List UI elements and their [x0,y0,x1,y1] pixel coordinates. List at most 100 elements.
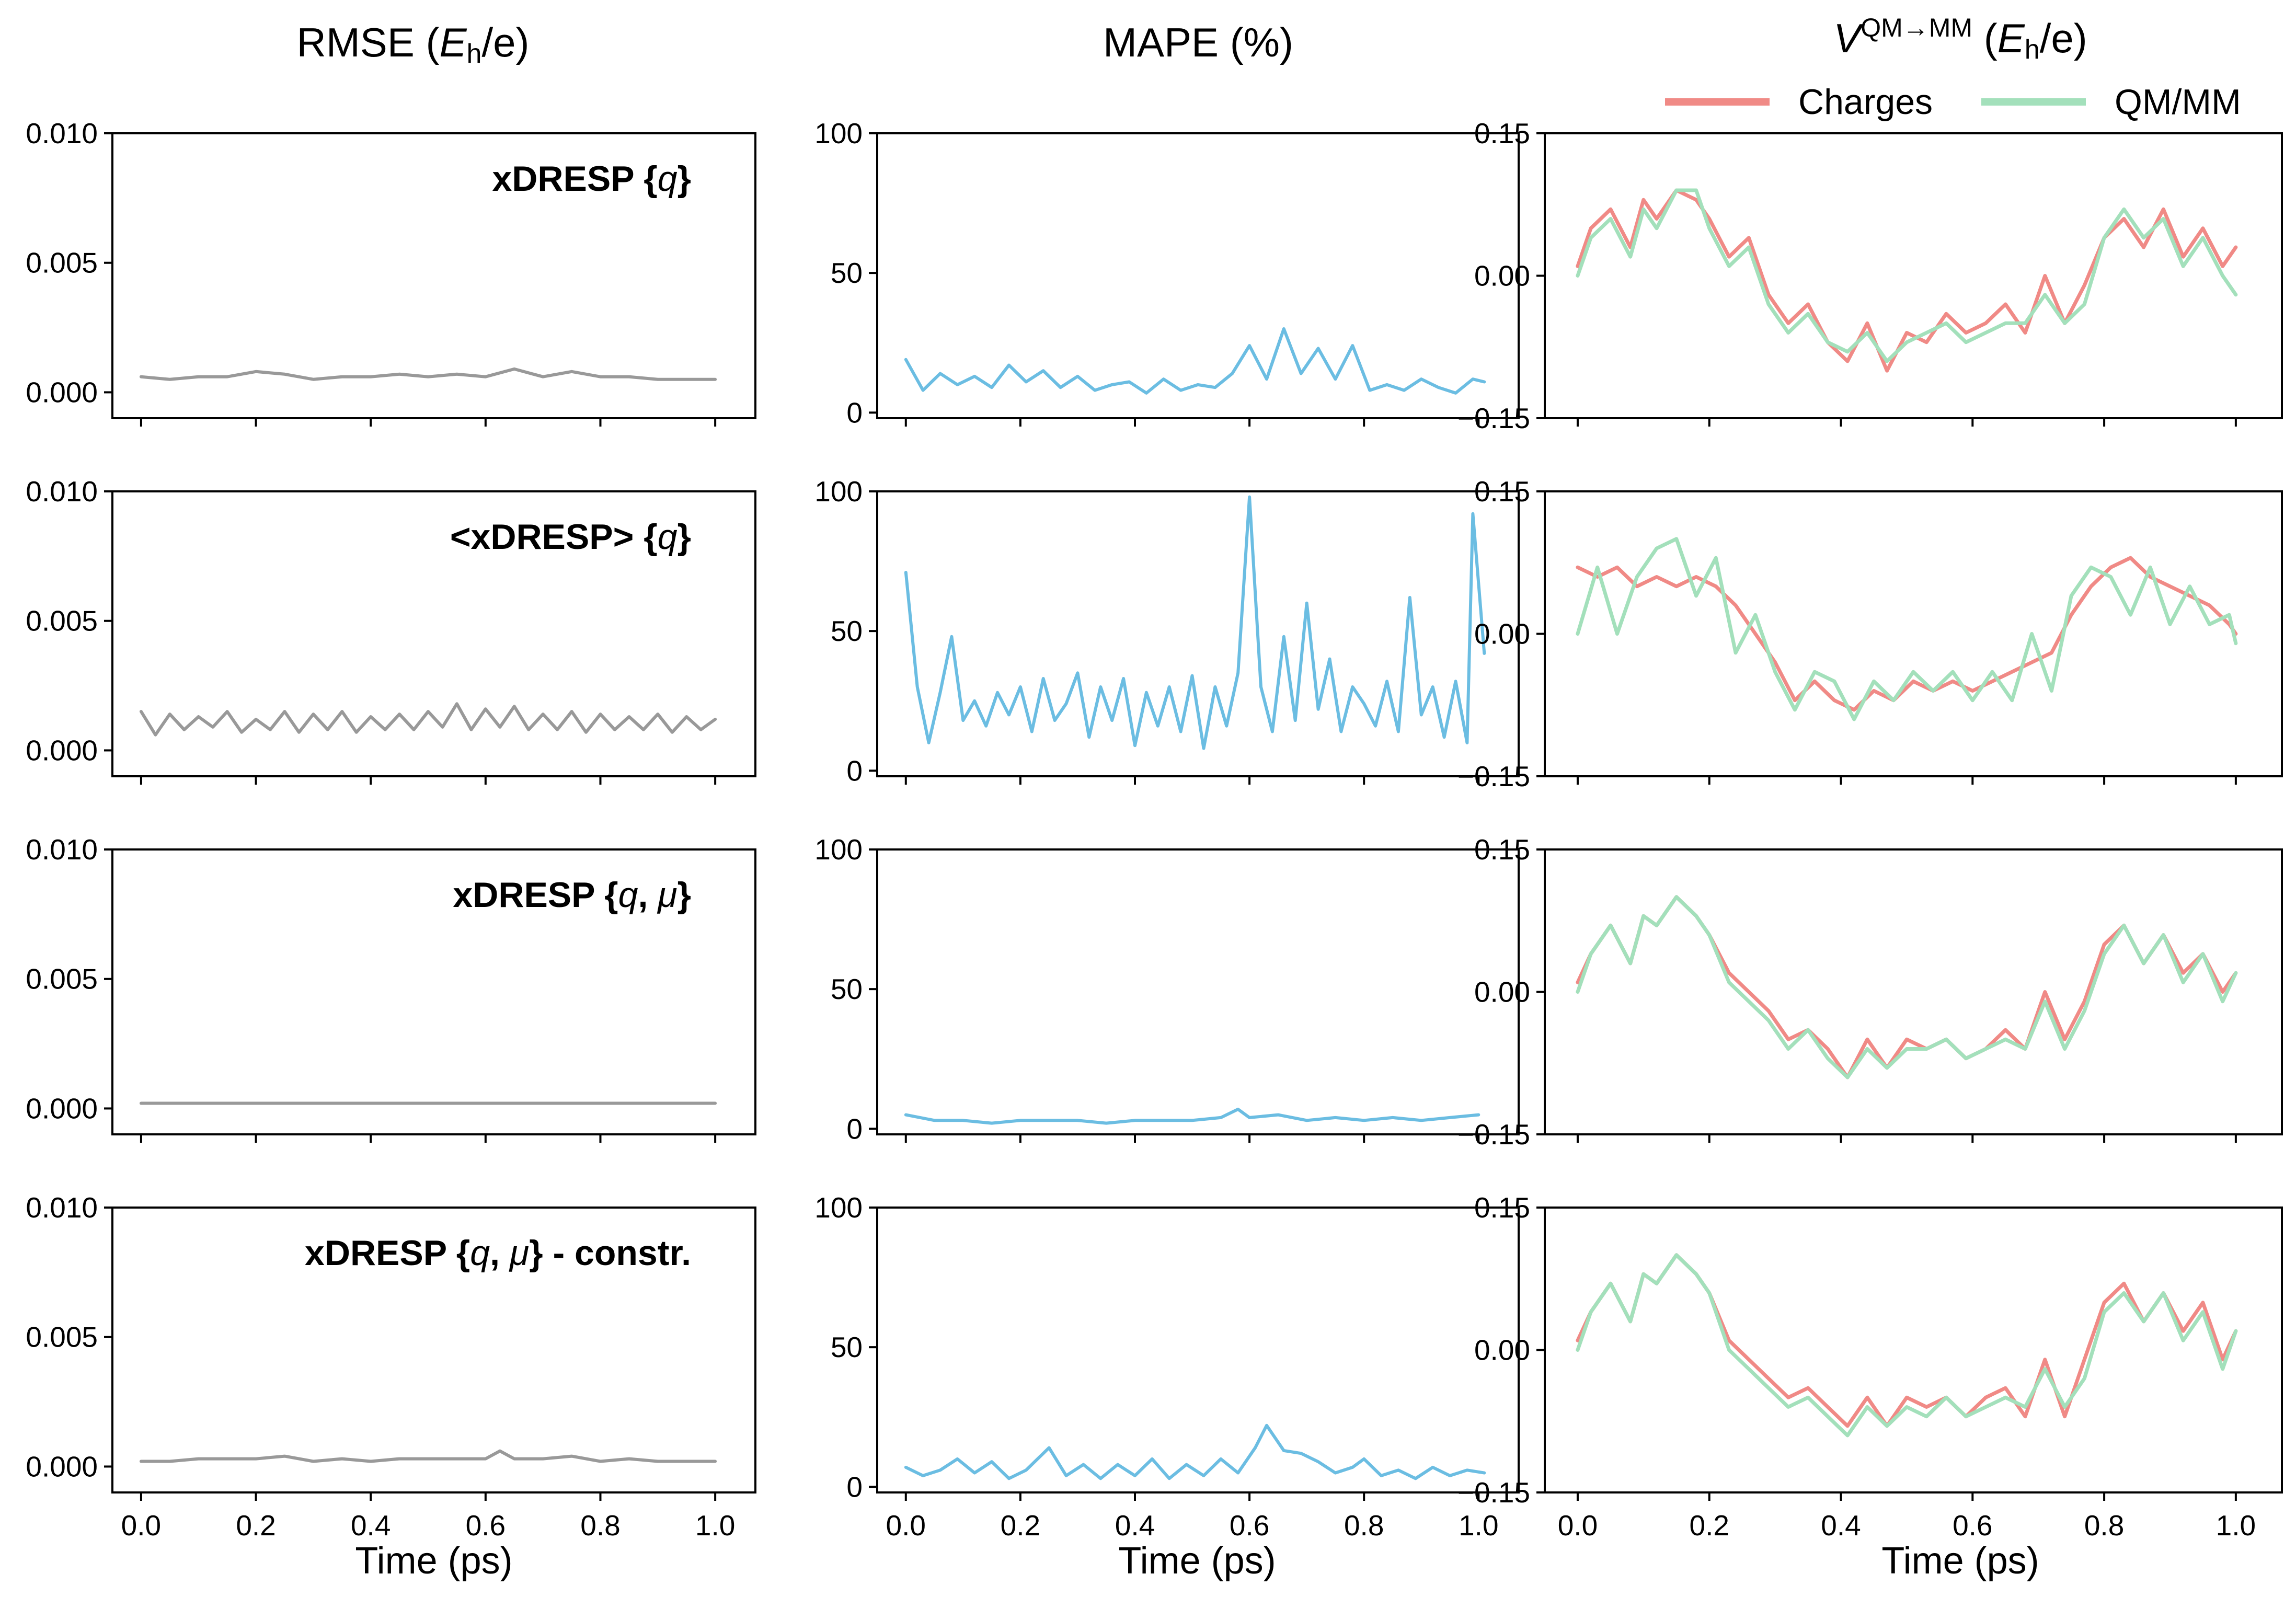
axes-frame [1544,1207,2283,1493]
y-tick-label: 0.00 [1474,1334,1530,1366]
axes-frame [876,132,1520,419]
x-axis-label-mape: Time (ps) [1118,1540,1276,1582]
panels: 0.0000.0050.010050100−0.150.000.150.0000… [26,117,2283,1542]
panel-mape-row-2: 0 50 100 [814,475,1520,787]
y-tick-label: 100 [814,117,863,150]
x-tick-label: 1.0 [695,1509,735,1542]
column-title-mape: MAPE (%) [1103,19,1293,65]
x-axis-label-v: Time (ps) [1881,1540,2039,1582]
y-tick-label: 100 [814,833,863,866]
y-tick-label: 0.010 [26,1191,98,1224]
row-label-3: xDRESP {q, μ} [453,875,691,915]
y-tick-label: 0 [846,1112,863,1145]
series-line-qm-mm [1576,895,2238,1079]
panel-rmse-row-4: 0.000 0.005 0.010 0.0 0.2 0.4 0.6 0.8 1.0 [26,1191,756,1542]
y-tick-label: 50 [831,1331,863,1363]
axes-frame [876,490,1520,777]
y-tick-label: 0.00 [1474,976,1530,1008]
row-label-4: xDRESP {q, μ} - constr. [305,1233,691,1273]
row-label-1: xDRESP {q} [492,159,691,199]
legend: Charges QM/MM [1665,82,2241,122]
y-tick-label: 50 [831,615,863,647]
x-tick-label: 0.8 [2084,1509,2124,1542]
series-line-charges [1576,556,2238,712]
panel-v-row-4: −0.15 0.00 0.15 0.0 0.2 0.4 0.6 0.8 1.0 [1457,1191,2283,1542]
x-tick-label: 0.8 [580,1509,620,1542]
axes-frame [1544,490,2283,777]
panel-v-row-2: −0.15 0.00 0.15 [1457,475,2283,792]
x-tick-label: 0.4 [1115,1509,1155,1542]
y-tick-label: −0.15 [1457,1118,1530,1151]
y-tick-label: 0.00 [1474,260,1530,292]
x-tick-label: 0.6 [1953,1509,1992,1542]
panel-v-row-3: −0.15 0.00 0.15 [1457,833,2283,1151]
legend-label-qmmm: QM/MM [2115,82,2241,122]
panel-mape-row-3: 0 50 100 [814,833,1520,1145]
y-tick-label: 0.000 [26,1092,98,1124]
y-tick-label: 0.15 [1474,475,1530,508]
axes-frame [876,1207,1520,1493]
series-line-mape [904,1107,1480,1125]
column-title-rmse: RMSE (Eh/e) [297,19,530,69]
y-tick-label: 0 [846,754,863,787]
y-tick-label: 0.010 [26,475,98,508]
series-line-qm-mm [1576,537,2238,721]
y-tick-label: 50 [831,973,863,1005]
panel-rmse-row-3: 0.000 0.005 0.010 [26,833,756,1143]
panel-rmse-row-1: 0.000 0.005 0.010 [26,117,756,427]
y-tick-label: 0.15 [1474,833,1530,866]
y-tick-label: 0 [846,396,863,429]
panel-rmse-row-2: 0.000 0.005 0.010 [26,475,756,785]
panel-mape-row-1: 0 50 100 [814,117,1520,429]
x-tick-label: 0.0 [886,1509,926,1542]
panel-v-row-1: −0.15 0.00 0.15 [1457,117,2283,434]
x-tick-label: 0.2 [1689,1509,1729,1542]
column-title-v: VQM→MM (Eh/e) [1833,13,2087,65]
series-line-rmse [139,1449,717,1463]
y-tick-label: 0.15 [1474,117,1530,150]
y-tick-label: 0.005 [26,1321,98,1353]
series-line-mape [904,495,1486,750]
series-line-qm-mm [1576,1253,2238,1438]
axes-frame [1544,132,2283,419]
y-tick-label: 50 [831,257,863,289]
series-line-charges [1576,1253,2238,1428]
panel-mape-row-4: 0 50 100 0.0 0.2 0.4 0.6 0.8 1.0 [814,1191,1520,1542]
y-tick-label: 0.010 [26,833,98,866]
y-tick-label: 0.005 [26,963,98,995]
x-tick-label: 0.4 [1821,1509,1861,1542]
series-line-qm-mm [1576,188,2238,363]
axes-frame [111,490,756,777]
axes-frame [111,848,756,1135]
axes-frame [876,848,1520,1135]
axes-frame [111,1207,756,1493]
y-tick-label: 0.005 [26,247,98,279]
y-tick-label: 0.00 [1474,618,1530,650]
x-axis-label-rmse: Time (ps) [355,1540,512,1582]
x-tick-label: 0.8 [1344,1509,1384,1542]
y-tick-label: 0 [846,1470,863,1503]
x-tick-label: 0.4 [351,1509,391,1542]
axes-frame [111,132,756,419]
x-tick-label: 0.6 [466,1509,506,1542]
legend-label-charges: Charges [1798,82,1933,122]
y-tick-label: 0.15 [1474,1191,1530,1224]
x-tick-label: 1.0 [2216,1509,2256,1542]
x-tick-label: 1.0 [1459,1509,1498,1542]
series-line-rmse [139,367,717,381]
x-tick-label: 0.2 [236,1509,275,1542]
x-tick-label: 0.6 [1230,1509,1269,1542]
y-tick-label: 0.000 [26,734,98,766]
row-label-2: <xDRESP> {q} [450,517,691,557]
x-tick-label: 0.0 [121,1509,161,1542]
y-tick-label: −0.15 [1457,402,1530,434]
y-tick-label: −0.15 [1457,760,1530,792]
y-tick-label: 0.000 [26,1450,98,1483]
axes-frame [1544,848,2283,1135]
y-tick-label: 0.005 [26,605,98,637]
series-line-mape [904,1423,1486,1480]
y-tick-label: 0.000 [26,376,98,408]
x-tick-label: 0.0 [1558,1509,1598,1542]
y-tick-label: 100 [814,1191,863,1224]
